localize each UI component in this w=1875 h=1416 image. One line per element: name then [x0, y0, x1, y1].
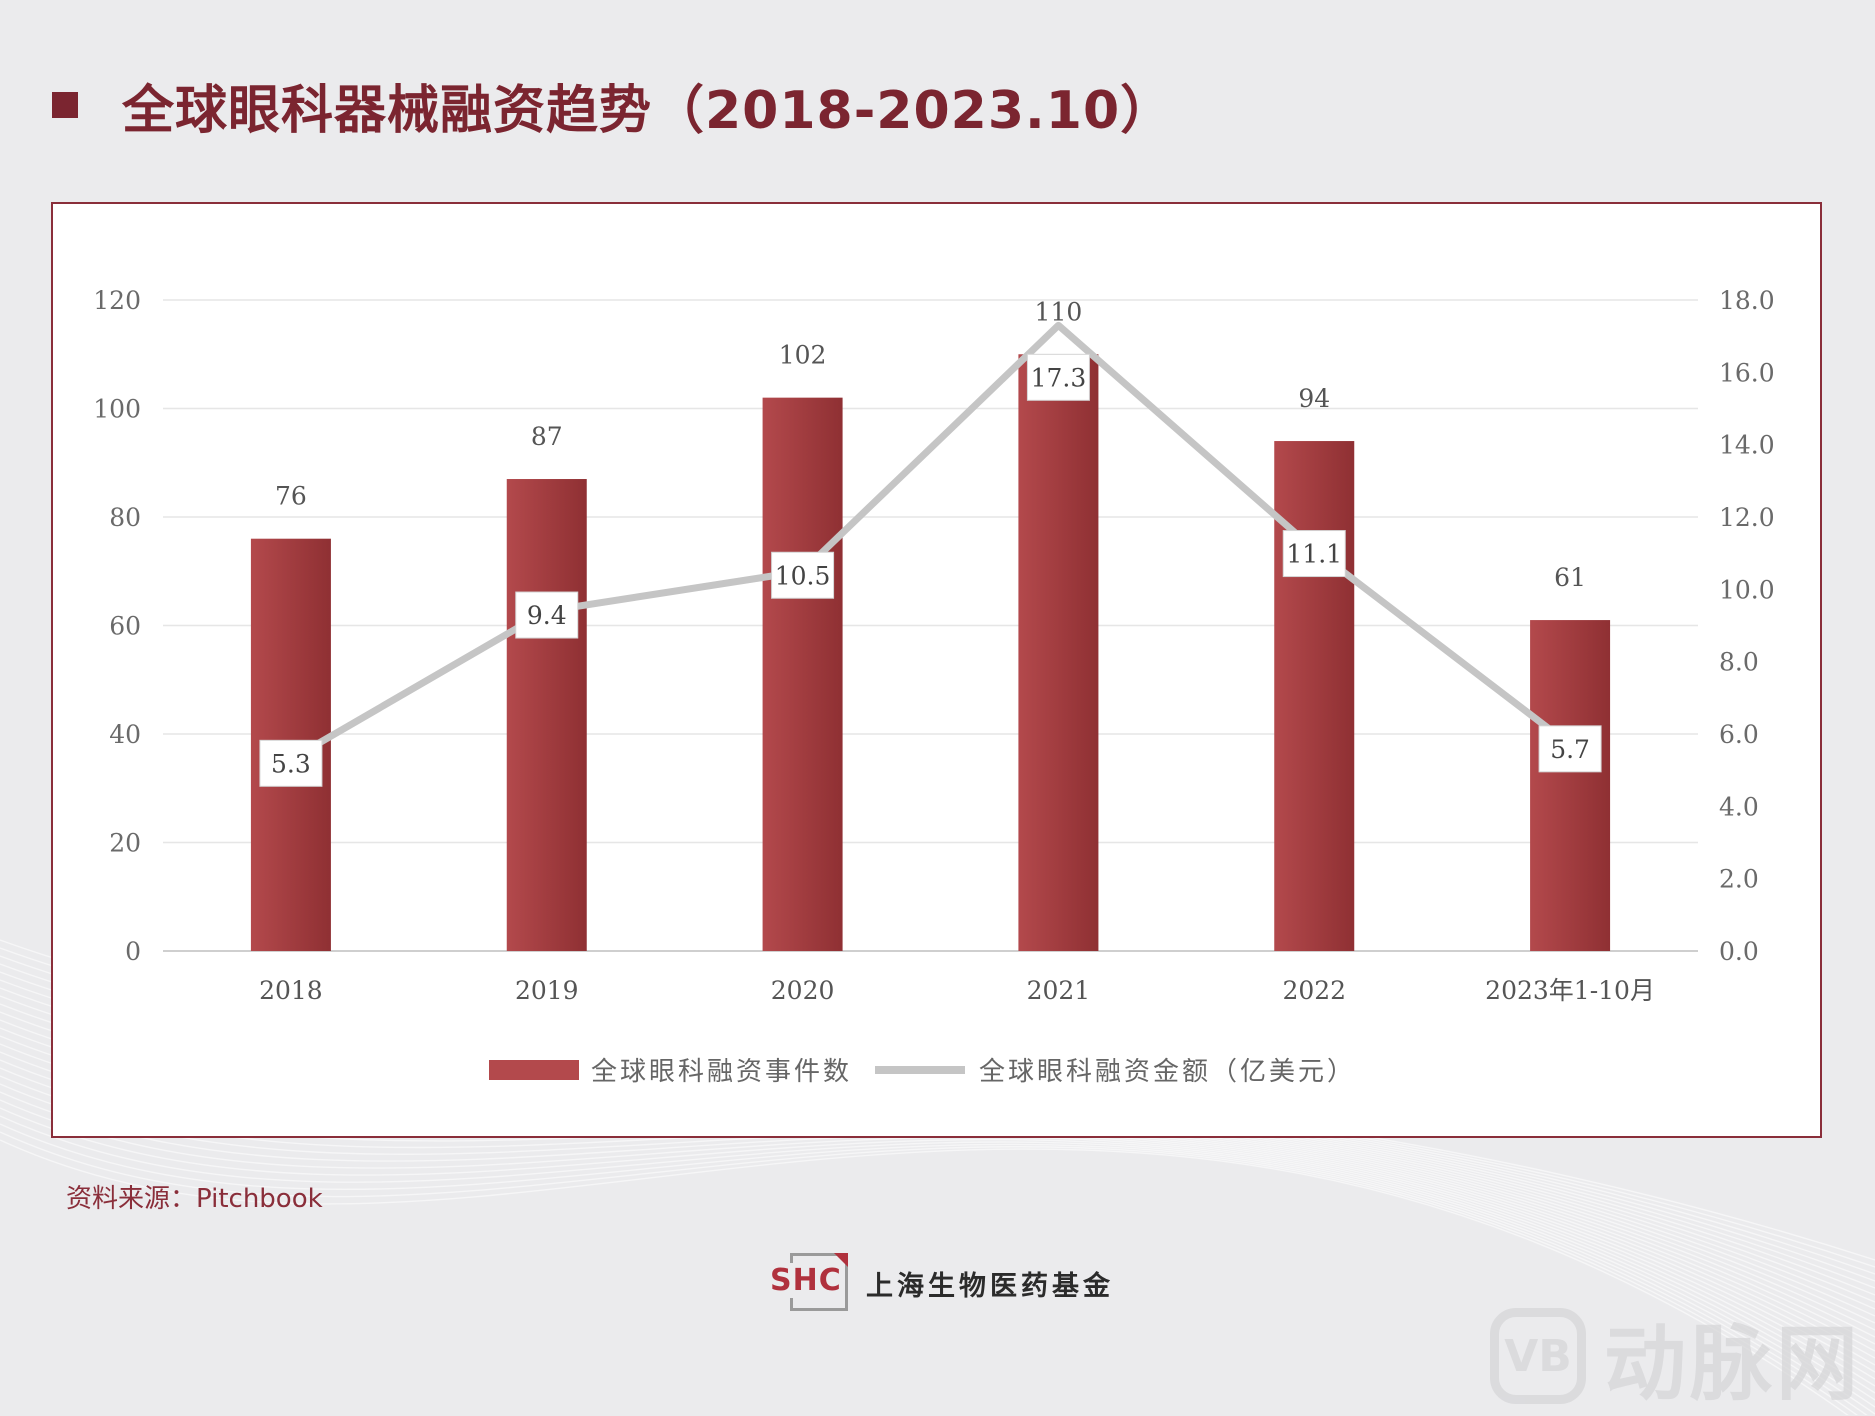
y-right-tick-label: 14.0: [1719, 431, 1775, 460]
legend-line-label: 全球眼科融资金额（亿美元）: [979, 1057, 1356, 1087]
bar: [1530, 620, 1611, 951]
watermark-badge-icon: VB: [1490, 1308, 1586, 1404]
title-row: 全球眼科器械融资趋势（2018-2023.10）: [52, 70, 1174, 141]
y-right-tick-label: 4.0: [1719, 792, 1759, 821]
legend-bar-label: 全球眼科融资事件数: [591, 1057, 852, 1087]
y-left-tick-label: 120: [93, 286, 141, 315]
bar: [1274, 441, 1355, 951]
chart-card: 0 20 40 60 80 100 120 0.0 2.0 4.0 6.0 8.0 10.0 12.0 14…: [51, 202, 1822, 1138]
watermark: VB 动脉网: [1490, 1306, 1862, 1412]
y-right-tick-label: 18.0: [1719, 286, 1775, 315]
y-right-tick-label: 16.0: [1719, 358, 1775, 387]
bar-value-label: 94: [1298, 384, 1330, 413]
background-wave-line: [0, 1131, 1858, 1415]
line-value-box: [1538, 725, 1602, 773]
background-wave-line: [0, 1099, 1875, 1401]
y-left-tick-label: 60: [109, 612, 141, 641]
x-tick-label: 2020: [771, 976, 835, 1005]
y-left-tick-label: 40: [109, 720, 141, 749]
watermark-badge-text: VB: [1504, 1330, 1572, 1382]
x-tick-label: 2019: [515, 976, 579, 1005]
y-right-tick-label: 0.0: [1719, 937, 1759, 966]
background-wave-line: [0, 1123, 1868, 1415]
line-value-label: 11.1: [1286, 540, 1342, 569]
line-value-label: 9.4: [527, 601, 567, 630]
bar: [506, 479, 587, 951]
x-tick-label: 2021: [1027, 976, 1091, 1005]
legend-bar-swatch: [489, 1060, 579, 1080]
line-value-label: 5.3: [271, 749, 311, 778]
org-name: 上海生物医药基金: [866, 1270, 1114, 1302]
bar-value-label: 61: [1554, 563, 1586, 592]
line-value-label: 5.7: [1550, 735, 1590, 764]
line-value-label: 10.5: [775, 561, 831, 590]
bar: [762, 397, 843, 951]
x-tick-label: 2023年1-10月: [1485, 976, 1655, 1005]
y-left-tick-label: 20: [109, 829, 141, 858]
line-value-box: [1026, 353, 1090, 401]
shc-logo-text: SHC: [768, 1263, 844, 1298]
y-right-tick-label: 12.0: [1719, 503, 1775, 532]
y-right-tick-label: 2.0: [1719, 865, 1759, 894]
y-right-tick-label: 6.0: [1719, 720, 1759, 749]
y-left-tick-label: 80: [109, 503, 141, 532]
line-value-box: [1282, 530, 1346, 578]
watermark-text: 动脉网: [1604, 1316, 1863, 1412]
y-left-tick-label: 100: [93, 395, 141, 424]
line-value-box: [259, 739, 323, 787]
line-value-label: 17.3: [1031, 363, 1087, 392]
bar-value-label: 76: [275, 482, 307, 511]
background-wave-line: [0, 1139, 1849, 1415]
chart-svg: 0 20 40 60 80 100 120 0.0 2.0 4.0 6.0 8.0 10.0 12.0 14…: [93, 286, 1775, 1087]
footer-logo: SHC 上海生物医药基金: [766, 1248, 1114, 1318]
y-left-tick-label: 0: [125, 937, 141, 966]
source-note: 资料来源：Pitchbook: [66, 1184, 323, 1214]
shc-logo-icon: SHC: [766, 1251, 854, 1315]
line-value-box: [771, 551, 835, 599]
background-wave-line: [0, 1107, 1875, 1408]
line-value-box: [515, 591, 579, 639]
line-series: [289, 321, 1573, 763]
y-right-tick-label: 10.0: [1719, 575, 1775, 604]
bar: [1018, 354, 1099, 951]
bar-value-label: 102: [779, 341, 827, 370]
bar-value-label: 87: [531, 422, 563, 451]
page-title: 全球眼科器械融资趋势（2018-2023.10）: [122, 80, 1174, 141]
bar-value-label: 110: [1035, 297, 1083, 326]
title-bullet-square: [52, 92, 78, 118]
x-tick-label: 2018: [259, 976, 323, 1005]
y-right-tick-label: 8.0: [1719, 648, 1759, 677]
background-wave-line: [0, 1115, 1875, 1415]
x-tick-label: 2022: [1282, 976, 1346, 1005]
